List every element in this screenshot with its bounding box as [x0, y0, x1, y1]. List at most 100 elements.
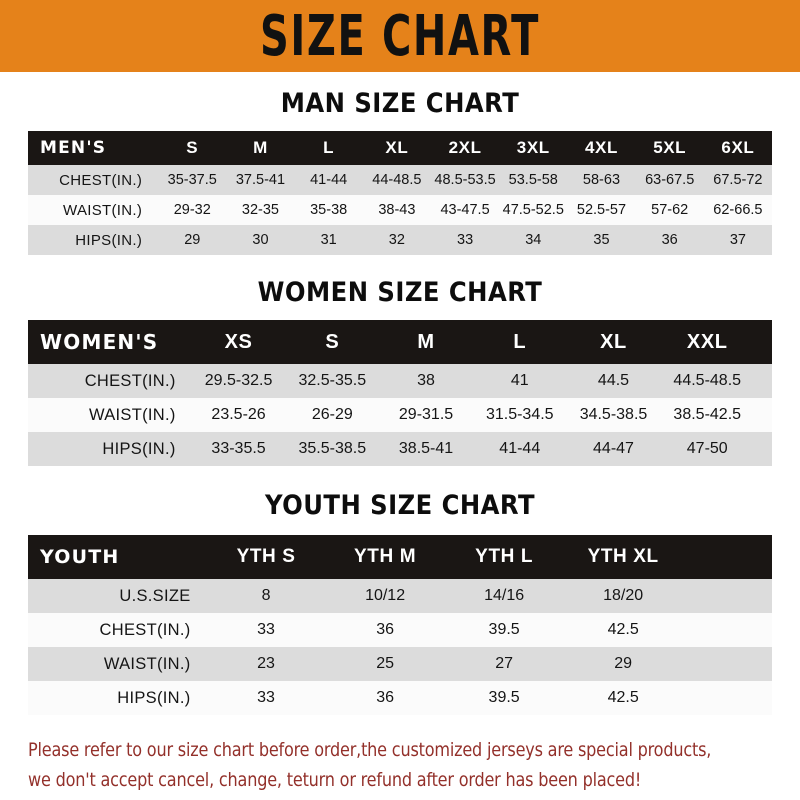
women-chest-l: 41	[510, 372, 529, 389]
youth-header-label: YOUTH	[40, 546, 120, 568]
section-women: WOMEN SIZE CHART WOMEN'S XS S M L XL XXL	[0, 277, 800, 466]
men-hips-m: 30	[252, 232, 269, 248]
men-chest-l: 41-44	[310, 172, 348, 188]
women-size-table: WOMEN'S XS S M L XL XXL CHEST(IN.) 29.5-…	[28, 320, 772, 466]
men-waist-xl: 38-43	[378, 202, 416, 218]
men-size-table: MEN'S S M L XL 2XL 3XL 4XL 5XL 6XL CHEST…	[28, 131, 772, 255]
women-chest-spacer	[754, 364, 772, 398]
women-waist-spacer	[754, 398, 772, 432]
men-chest-3xl: 53.5-58	[508, 172, 558, 188]
women-row-label-waist: WAIST(IN.)	[88, 405, 176, 424]
men-col-header-l: L	[323, 138, 335, 157]
table-row: U.S.SIZE 8 10/12 14/16 18/20	[28, 579, 772, 613]
women-col-header-s: S	[325, 330, 340, 353]
youth-waist-m: 25	[376, 655, 394, 672]
women-waist-xxl: 38.5-42.5	[673, 406, 742, 423]
table-row: CHEST(IN.) 29.5-32.5 32.5-35.5 38 41 44.…	[28, 364, 772, 398]
men-waist-m: 32-35	[241, 202, 279, 218]
men-waist-l: 35-38	[310, 202, 348, 218]
youth-ussize-xl: 18/20	[603, 587, 644, 604]
men-chest-5xl: 63-67.5	[645, 172, 695, 188]
youth-waist-l: 27	[495, 655, 514, 672]
men-waist-5xl: 57-62	[651, 202, 689, 218]
women-table-header-row: WOMEN'S XS S M L XL XXL	[28, 320, 772, 364]
youth-row-label-waist: WAIST(IN.)	[103, 654, 191, 673]
youth-col-header-yth-m: YTH M	[354, 546, 417, 567]
youth-size-table: YOUTH YTH S YTH M YTH L YTH XL U.S.SIZE …	[28, 535, 772, 715]
men-col-header-m: M	[253, 138, 268, 157]
youth-ussize-s: 8	[261, 587, 271, 604]
men-col-header-6xl: 6XL	[721, 138, 755, 157]
women-hips-m: 38.5-41	[398, 440, 454, 457]
youth-ussize-m: 10/12	[365, 587, 406, 604]
youth-hips-l: 39.5	[488, 689, 520, 706]
youth-row-label-us-size: U.S.SIZE	[119, 586, 191, 605]
section-youth: YOUTH SIZE CHART YOUTH YTH S YTH M YTH L…	[0, 490, 800, 715]
women-waist-xs: 23.5-26	[211, 406, 266, 423]
women-waist-s: 26-29	[311, 406, 353, 423]
disclaimer-text: Please refer to our size chart before or…	[28, 735, 727, 795]
women-waist-xl: 34.5-38.5	[579, 406, 648, 423]
men-row-label-waist: WAIST(IN.)	[63, 201, 143, 219]
table-row: CHEST(IN.) 33 36 39.5 42.5	[28, 613, 772, 647]
men-chest-4xl: 58-63	[582, 172, 621, 188]
women-col-header-m: M	[417, 330, 435, 353]
men-col-header-4xl: 4XL	[584, 138, 618, 157]
men-header-label: MEN'S	[40, 138, 107, 158]
table-row: WAIST(IN.) 23.5-26 26-29 29-31.5 31.5-34…	[28, 398, 772, 432]
women-col-header-xs: XS	[224, 330, 253, 353]
men-table-header-row: MEN'S S M L XL 2XL 3XL 4XL 5XL 6XL	[28, 131, 772, 165]
men-chest-xl: 44-48.5	[372, 172, 422, 188]
men-col-header-xl: XL	[385, 138, 409, 157]
men-waist-s: 29-32	[173, 202, 211, 218]
men-hips-3xl: 34	[525, 232, 542, 248]
youth-table-header-row: YOUTH YTH S YTH M YTH L YTH XL	[28, 535, 772, 579]
men-hips-l: 31	[320, 232, 337, 248]
youth-ussize-spacer	[683, 579, 772, 613]
men-col-header-2xl: 2XL	[448, 138, 482, 157]
men-col-header-3xl: 3XL	[516, 138, 550, 157]
page-title: SIZE CHART	[259, 3, 541, 69]
disclaimer-line-2: we don't accept cancel, change, teturn o…	[28, 769, 642, 791]
youth-chest-m: 36	[376, 621, 394, 638]
women-waist-l: 31.5-34.5	[485, 406, 554, 423]
youth-chest-s: 33	[257, 621, 275, 638]
men-waist-2xl: 43-47.5	[440, 202, 490, 218]
section-title-man: MAN SIZE CHART	[280, 88, 520, 119]
table-row: WAIST(IN.) 23 25 27 29	[28, 647, 772, 681]
women-hips-xl: 44-47	[593, 440, 634, 457]
women-chest-m: 38	[417, 372, 435, 389]
youth-hips-s: 33	[257, 689, 275, 706]
section-man: MAN SIZE CHART MEN'S S M L XL 2XL 3XL 4X…	[0, 88, 800, 255]
youth-row-label-chest: CHEST(IN.)	[99, 620, 191, 639]
men-hips-s: 29	[184, 232, 201, 248]
women-hips-spacer	[754, 432, 772, 466]
women-col-header-xl: XL	[600, 330, 627, 353]
men-chest-s: 35-37.5	[167, 172, 217, 188]
youth-waist-spacer	[683, 647, 772, 681]
men-row-label-chest: CHEST(IN.)	[59, 171, 143, 189]
youth-header-spacer	[683, 535, 772, 579]
women-hips-xxl: 47-50	[686, 440, 728, 457]
men-chest-m: 37.5-41	[235, 172, 286, 188]
men-row-label-hips: HIPS(IN.)	[75, 231, 143, 249]
women-row-label-chest: CHEST(IN.)	[84, 371, 176, 390]
youth-waist-s: 23	[257, 655, 275, 672]
youth-waist-xl: 29	[614, 655, 633, 672]
page-banner: SIZE CHART	[0, 0, 800, 72]
men-hips-6xl: 37	[729, 232, 746, 248]
table-row: HIPS(IN.) 33 36 39.5 42.5	[28, 681, 772, 715]
youth-col-header-yth-xl: YTH XL	[587, 546, 659, 567]
youth-hips-m: 36	[376, 689, 394, 706]
table-row: WAIST(IN.) 29-32 32-35 35-38 38-43 43-47…	[28, 195, 772, 225]
women-col-header-l: L	[513, 330, 527, 353]
table-row: HIPS(IN.) 29 30 31 32 33 34 35 36 37	[28, 225, 772, 255]
men-chest-2xl: 48.5-53.5	[434, 172, 496, 188]
women-hips-l: 41-44	[499, 440, 541, 457]
youth-col-header-yth-s: YTH S	[236, 546, 296, 567]
women-header-label: WOMEN'S	[40, 330, 159, 354]
men-waist-6xl: 62-66.5	[713, 202, 763, 218]
section-title-youth: YOUTH SIZE CHART	[264, 490, 536, 521]
men-chest-6xl: 67.5-72	[713, 172, 763, 188]
